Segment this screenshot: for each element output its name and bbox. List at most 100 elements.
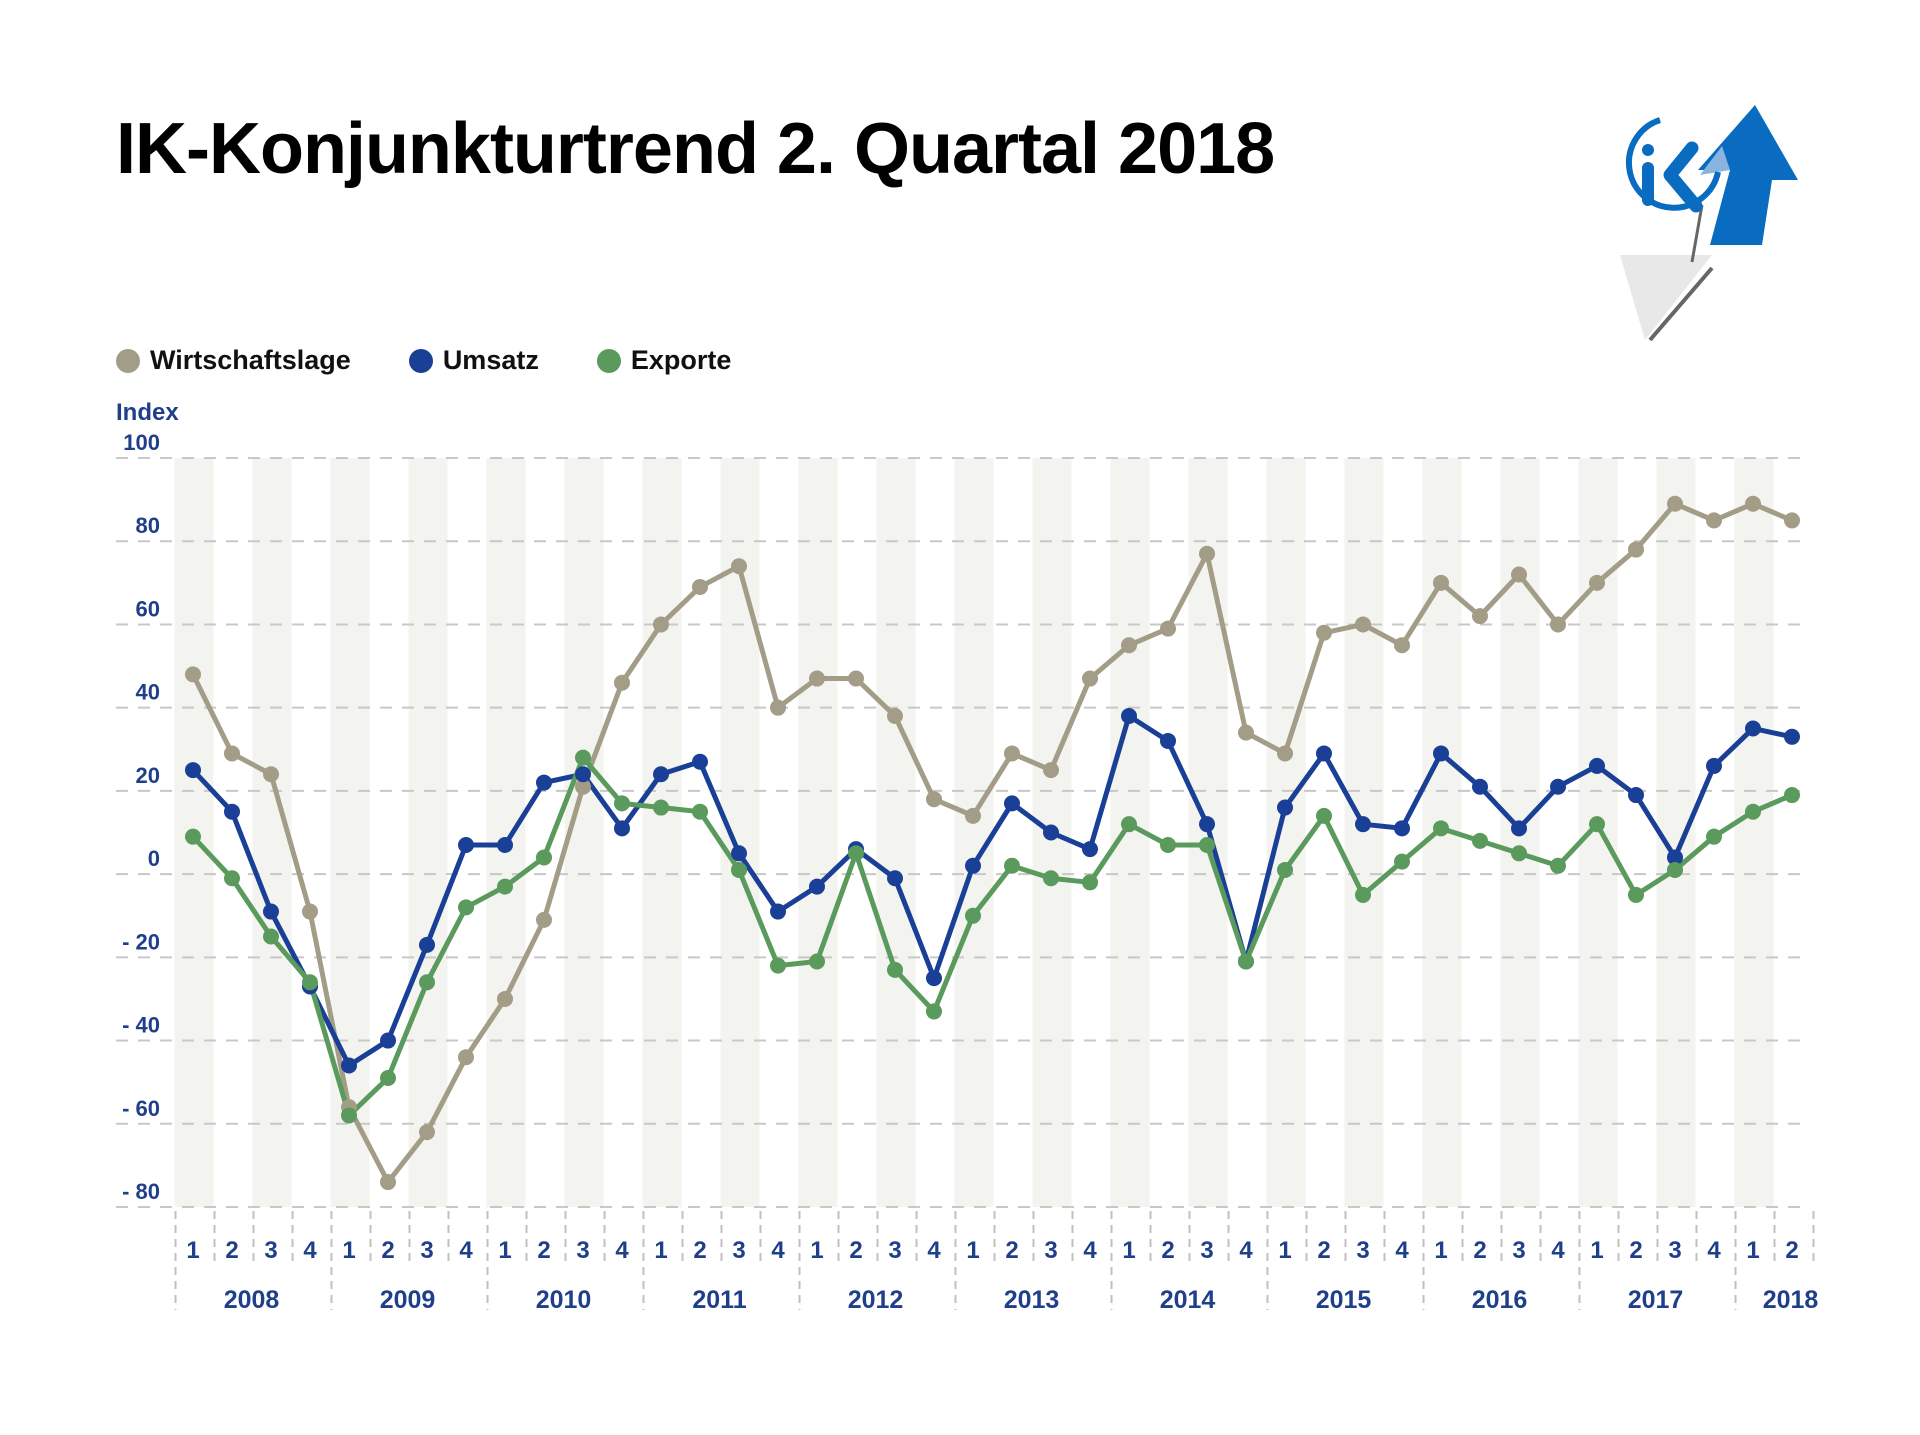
year-label: 2011 bbox=[692, 1286, 746, 1314]
data-point-umsatz bbox=[731, 845, 747, 862]
data-point-exporte bbox=[1472, 832, 1488, 849]
x-tick-label: 1 bbox=[186, 1237, 199, 1264]
x-tick-label: 4 bbox=[1083, 1237, 1097, 1264]
x-tick-label: 4 bbox=[1551, 1237, 1565, 1264]
data-point-exporte bbox=[1706, 828, 1722, 845]
data-point-exporte bbox=[302, 974, 318, 991]
data-point-wirtschaftslage bbox=[653, 616, 669, 633]
data-point-wirtschaftslage bbox=[497, 990, 513, 1007]
data-point-wirtschaftslage bbox=[1784, 512, 1800, 529]
data-point-umsatz bbox=[419, 936, 435, 953]
x-tick-label: 1 bbox=[654, 1237, 667, 1264]
column-stripe bbox=[330, 458, 370, 1207]
data-point-umsatz bbox=[458, 836, 474, 853]
data-point-wirtschaftslage bbox=[1082, 670, 1098, 687]
data-point-wirtschaftslage bbox=[1277, 745, 1293, 762]
data-point-exporte bbox=[1199, 836, 1215, 853]
column-stripe bbox=[1344, 458, 1384, 1207]
legend-item-wirtschaftslage: Wirtschaftslage bbox=[116, 345, 351, 376]
x-tick-label: 2 bbox=[1785, 1237, 1798, 1264]
data-point-umsatz bbox=[653, 766, 669, 783]
data-point-exporte bbox=[965, 907, 981, 924]
x-tick-label: 3 bbox=[420, 1237, 433, 1264]
data-point-exporte bbox=[1238, 953, 1254, 970]
data-point-wirtschaftslage bbox=[458, 1049, 474, 1066]
data-point-exporte bbox=[653, 799, 669, 816]
x-tick-label: 2 bbox=[1161, 1237, 1174, 1264]
column-stripe bbox=[798, 458, 838, 1207]
data-point-umsatz bbox=[341, 1057, 357, 1074]
data-point-umsatz bbox=[536, 774, 552, 791]
data-point-exporte bbox=[1082, 874, 1098, 891]
data-point-exporte bbox=[770, 957, 786, 974]
data-point-umsatz bbox=[497, 836, 513, 853]
data-point-wirtschaftslage bbox=[1511, 566, 1527, 583]
data-point-exporte bbox=[1394, 853, 1410, 870]
data-point-umsatz bbox=[965, 857, 981, 874]
x-tick-label: 4 bbox=[459, 1237, 473, 1264]
column-stripe bbox=[720, 458, 760, 1207]
year-label: 2015 bbox=[1316, 1286, 1372, 1314]
x-tick-label: 4 bbox=[771, 1237, 785, 1264]
data-point-umsatz bbox=[1433, 745, 1449, 762]
data-point-umsatz bbox=[1511, 820, 1527, 837]
data-point-umsatz bbox=[770, 903, 786, 920]
data-point-exporte bbox=[887, 961, 903, 978]
data-point-exporte bbox=[419, 974, 435, 991]
x-tick-label: 1 bbox=[966, 1237, 979, 1264]
data-point-wirtschaftslage bbox=[848, 670, 864, 687]
data-point-wirtschaftslage bbox=[1121, 637, 1137, 654]
data-point-wirtschaftslage bbox=[1589, 574, 1605, 591]
data-point-wirtschaftslage bbox=[1550, 616, 1566, 633]
data-point-exporte bbox=[458, 899, 474, 916]
legend-label: Umsatz bbox=[442, 345, 539, 375]
legend-label: Wirtschaftslage bbox=[150, 345, 351, 375]
data-point-exporte bbox=[848, 845, 864, 862]
x-tick-label: 3 bbox=[1356, 1237, 1369, 1264]
x-tick-label: 2 bbox=[1317, 1237, 1330, 1264]
x-tick-label: 1 bbox=[1746, 1237, 1759, 1264]
year-label: 2012 bbox=[848, 1286, 904, 1314]
y-tick-label: 80 bbox=[136, 513, 160, 538]
data-point-exporte bbox=[1784, 787, 1800, 804]
data-point-exporte bbox=[380, 1070, 396, 1087]
data-point-exporte bbox=[1355, 886, 1371, 903]
column-stripe bbox=[486, 458, 526, 1207]
data-point-wirtschaftslage bbox=[692, 578, 708, 595]
year-label: 2008 bbox=[224, 1286, 280, 1314]
data-point-umsatz bbox=[1277, 799, 1293, 816]
data-point-wirtschaftslage bbox=[926, 791, 942, 808]
y-tick-label: 100 bbox=[123, 430, 160, 455]
x-tick-label: 1 bbox=[1122, 1237, 1135, 1264]
data-point-umsatz bbox=[1628, 787, 1644, 804]
data-point-umsatz bbox=[263, 903, 279, 920]
data-point-wirtschaftslage bbox=[1004, 745, 1020, 762]
x-tick-label: 1 bbox=[342, 1237, 355, 1264]
data-point-wirtschaftslage bbox=[1472, 608, 1488, 625]
data-point-exporte bbox=[809, 953, 825, 970]
data-point-wirtschaftslage bbox=[1745, 495, 1761, 512]
data-point-wirtschaftslage bbox=[770, 699, 786, 716]
down-arrow-icon bbox=[1620, 255, 1712, 340]
x-tick-label: 1 bbox=[1434, 1237, 1447, 1264]
data-point-exporte bbox=[1550, 857, 1566, 874]
data-point-umsatz bbox=[185, 762, 201, 779]
x-tick-label: 3 bbox=[888, 1237, 901, 1264]
year-label: 2014 bbox=[1160, 1286, 1216, 1314]
data-point-wirtschaftslage bbox=[1199, 545, 1215, 562]
x-tick-label: 2 bbox=[1473, 1237, 1486, 1264]
data-point-wirtschaftslage bbox=[809, 670, 825, 687]
data-point-wirtschaftslage bbox=[575, 778, 591, 795]
x-tick-label: 3 bbox=[732, 1237, 745, 1264]
year-label: 2010 bbox=[536, 1286, 592, 1314]
data-point-wirtschaftslage bbox=[419, 1124, 435, 1141]
data-point-umsatz bbox=[1355, 816, 1371, 833]
legend-label: Exporte bbox=[630, 345, 732, 375]
x-tick-label: 4 bbox=[1239, 1237, 1253, 1264]
x-tick-label: 3 bbox=[1512, 1237, 1525, 1264]
data-point-umsatz bbox=[1745, 720, 1761, 737]
x-tick-label: 1 bbox=[1278, 1237, 1291, 1264]
data-point-exporte bbox=[1589, 816, 1605, 833]
legend-dot bbox=[116, 348, 140, 373]
column-stripe bbox=[408, 458, 448, 1207]
